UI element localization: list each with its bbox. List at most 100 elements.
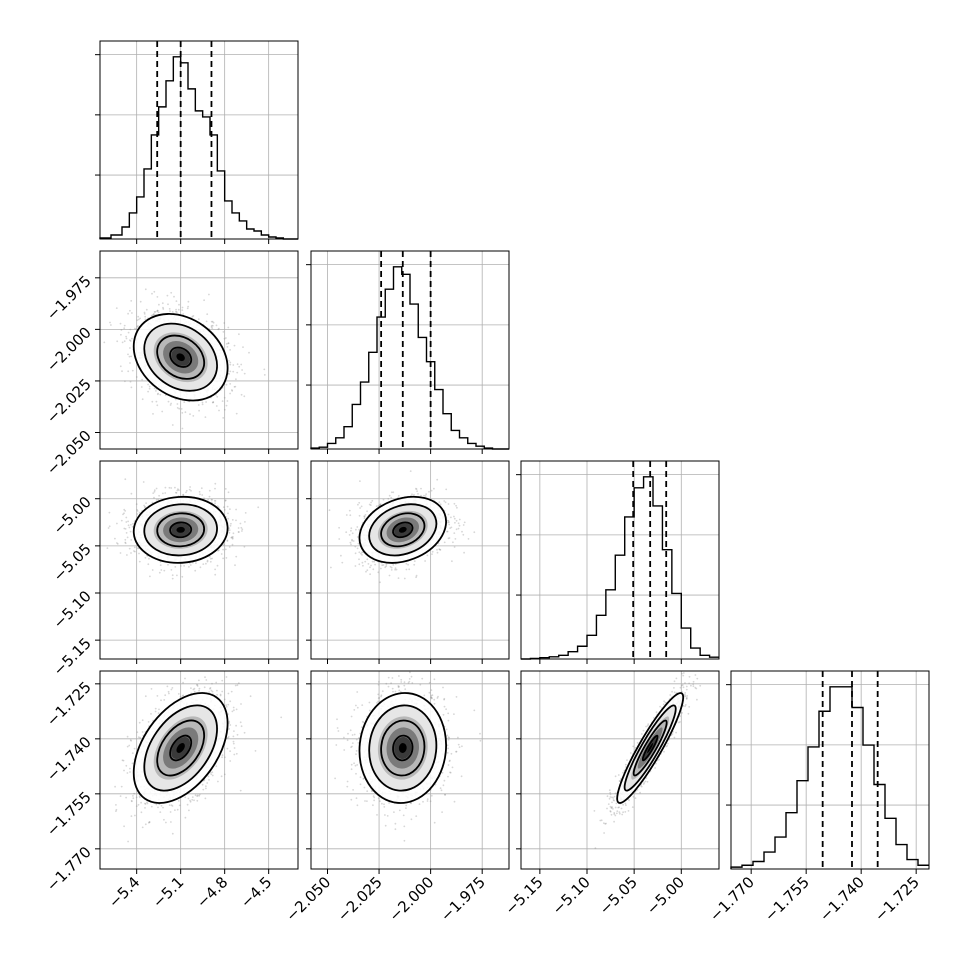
scatter-point bbox=[445, 488, 448, 491]
scatter-point bbox=[370, 564, 372, 567]
scatter-point bbox=[390, 566, 393, 569]
scatter-point bbox=[221, 756, 224, 759]
scatter-point bbox=[133, 792, 136, 795]
scatter-point bbox=[115, 307, 118, 309]
scatter-point bbox=[153, 387, 156, 390]
scatter-point bbox=[137, 315, 140, 318]
scatter-point bbox=[170, 569, 173, 571]
scatter-point bbox=[167, 563, 169, 566]
scatter-point bbox=[207, 498, 210, 501]
scatter-point bbox=[103, 341, 106, 344]
scatter-point bbox=[132, 522, 134, 525]
scatter-point bbox=[436, 551, 439, 554]
scatter-point bbox=[156, 393, 159, 396]
scatter-point bbox=[448, 523, 451, 526]
scatter-point bbox=[361, 561, 364, 564]
scatter-point bbox=[240, 526, 243, 529]
scatter-point bbox=[134, 327, 136, 330]
scatter-point bbox=[220, 553, 223, 555]
scatter-point bbox=[409, 470, 412, 472]
scatter-point bbox=[229, 392, 232, 395]
scatter-point bbox=[439, 503, 442, 506]
scatter-point bbox=[116, 542, 118, 544]
scatter-point bbox=[244, 512, 247, 514]
scatter-point bbox=[157, 311, 160, 314]
scatter-point bbox=[153, 496, 155, 499]
scatter-point bbox=[156, 309, 159, 312]
scatter-point bbox=[129, 380, 132, 383]
scatter-point bbox=[173, 295, 175, 298]
scatter-point bbox=[170, 291, 173, 294]
scatter-point bbox=[238, 365, 241, 368]
scatter-point bbox=[119, 365, 122, 368]
scatter-point bbox=[164, 492, 167, 494]
scatter-point bbox=[211, 682, 213, 685]
scatter-point bbox=[124, 478, 127, 481]
scatter-point bbox=[244, 521, 246, 523]
scatter-point bbox=[368, 503, 371, 506]
scatter-point bbox=[214, 573, 217, 576]
scatter-point bbox=[164, 694, 167, 697]
scatter-point bbox=[237, 527, 240, 529]
scatter-point bbox=[181, 575, 184, 578]
scatter-point bbox=[394, 567, 397, 569]
scatter-point bbox=[358, 551, 361, 554]
scatter-point bbox=[356, 526, 359, 528]
scatter-point bbox=[238, 333, 240, 336]
scatter-point bbox=[208, 293, 210, 296]
scatter-point bbox=[125, 521, 128, 523]
scatter-point bbox=[140, 801, 143, 804]
scatter-point bbox=[205, 320, 208, 323]
scatter-point bbox=[228, 531, 231, 534]
scatter-panel-0-1: −2.050−2.025−2.000−1.975 bbox=[43, 250, 299, 479]
scatter-point bbox=[166, 294, 169, 297]
scatter-point bbox=[359, 480, 361, 482]
scatter-point bbox=[123, 527, 126, 530]
scatter-point bbox=[188, 488, 191, 491]
scatter-point bbox=[151, 569, 154, 571]
scatter-point bbox=[149, 575, 151, 578]
scatter-point bbox=[371, 499, 374, 502]
scatter-point bbox=[365, 570, 367, 573]
scatter-point bbox=[206, 313, 209, 316]
scatter-point bbox=[417, 493, 419, 495]
scatter-point bbox=[408, 568, 411, 571]
scatter-point bbox=[168, 486, 171, 489]
scatter-point bbox=[463, 521, 466, 524]
scatter-point bbox=[127, 520, 129, 523]
scatter-point bbox=[108, 511, 111, 514]
scatter-point bbox=[163, 818, 165, 821]
scatter-point bbox=[382, 498, 385, 501]
scatter-point bbox=[144, 505, 146, 508]
scatter-point bbox=[131, 312, 133, 314]
scatter-point bbox=[229, 361, 232, 364]
scatter-point bbox=[366, 558, 369, 561]
scatter-point bbox=[129, 340, 132, 342]
scatter-point bbox=[175, 311, 178, 314]
scatter-point bbox=[232, 532, 235, 535]
scatter-point bbox=[390, 496, 393, 499]
scatter-point bbox=[171, 577, 174, 580]
scatter-point bbox=[453, 546, 456, 548]
scatter-point bbox=[136, 509, 139, 511]
scatter-point bbox=[175, 308, 178, 311]
scatter-point bbox=[184, 411, 187, 414]
scatter-point bbox=[363, 517, 366, 520]
scatter-point bbox=[372, 568, 375, 571]
scatter-point bbox=[426, 554, 429, 557]
scatter-point bbox=[214, 568, 217, 571]
scatter-point bbox=[131, 337, 133, 340]
scatter-point bbox=[360, 505, 363, 508]
scatter-point bbox=[232, 364, 235, 366]
scatter-point bbox=[340, 554, 342, 557]
scatter-point bbox=[124, 542, 127, 545]
scatter-point bbox=[158, 303, 160, 306]
scatter-point bbox=[132, 795, 134, 797]
scatter-point bbox=[130, 552, 132, 554]
scatter-point bbox=[446, 530, 449, 533]
scatter-point bbox=[411, 493, 413, 496]
x-tick-label: −1.740 bbox=[816, 873, 868, 925]
scatter-point bbox=[236, 371, 239, 374]
scatter-point bbox=[373, 560, 376, 563]
